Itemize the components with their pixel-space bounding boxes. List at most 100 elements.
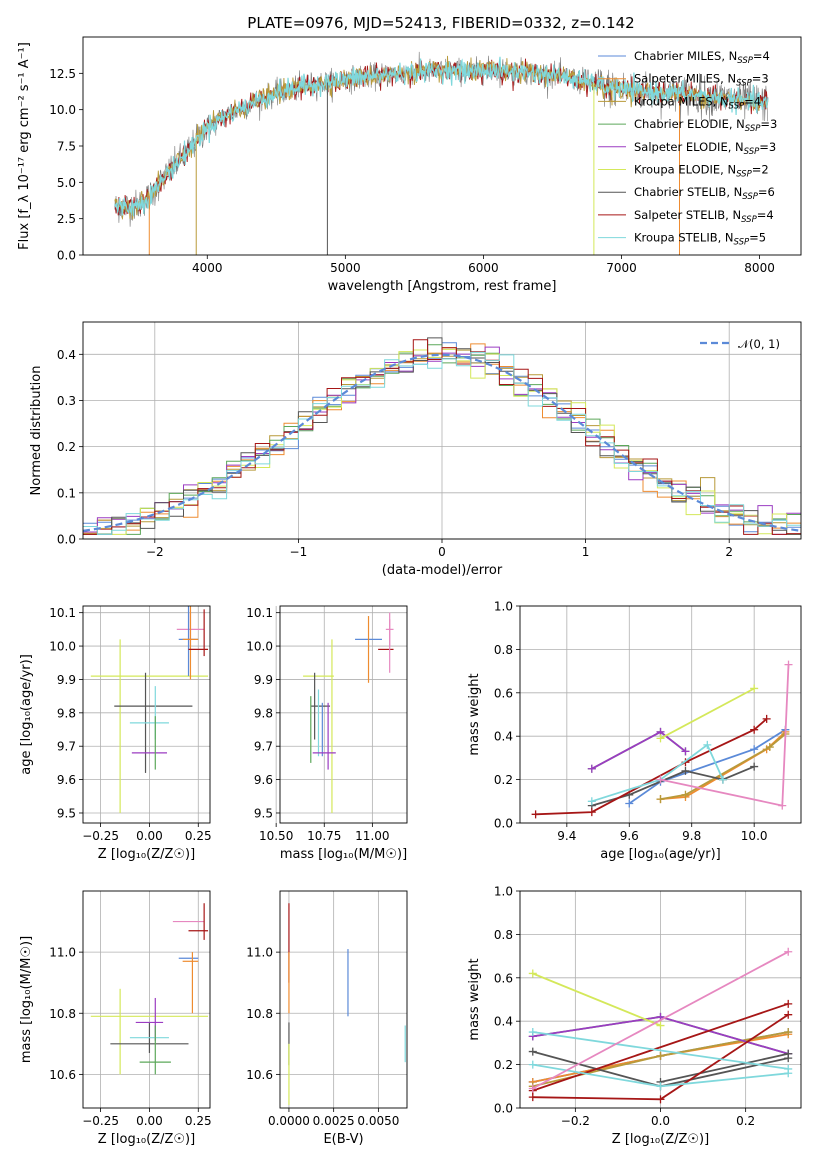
axes-frame	[519, 605, 802, 824]
y-tick-label: 9.7	[254, 740, 273, 754]
weight-series	[656, 660, 793, 810]
weight-line	[591, 743, 724, 803]
weight-series	[656, 1049, 793, 1086]
weight-marker	[528, 1028, 537, 1037]
y-tick-label: 0.4	[494, 1015, 513, 1029]
x-tick-label: 0.0025	[313, 1114, 355, 1128]
y-tick-label: 0.0	[57, 533, 76, 547]
figure-title: PLATE=0976, MJD=52413, FIBERID=0332, z=0…	[247, 14, 634, 32]
y-tick-label: 9.6	[254, 773, 273, 787]
model-spectrum-line	[114, 56, 769, 217]
weight-line	[532, 972, 661, 1027]
axes-frame	[82, 321, 802, 540]
weight-line	[591, 730, 687, 770]
axes-frame	[82, 890, 211, 1109]
y-tick-label: 12.5	[49, 67, 76, 81]
weight-marker	[528, 1047, 537, 1056]
x-tick-label: 1	[582, 545, 590, 559]
histogram-series	[83, 351, 801, 535]
y-tick-label: 9.9	[57, 673, 76, 687]
weight-marker	[656, 1051, 665, 1060]
legend: Chabrier MILES, NSSP=4 Salpeter MILES, NS…	[598, 49, 777, 248]
x-tick-label: 0.00	[136, 1114, 163, 1128]
weight-series	[528, 1028, 793, 1073]
legend-label: Chabrier MILES, NSSP=4	[634, 49, 770, 66]
y-tick-label: 9.7	[57, 740, 76, 754]
weight-marker	[656, 775, 665, 784]
x-tick-label: 9.6	[620, 829, 639, 843]
x-axis-label: mass [log₁₀(M/M☉)]	[280, 847, 407, 862]
axes-frame	[82, 605, 211, 824]
weight-series	[587, 740, 727, 806]
y-tick-label: 0.0	[57, 249, 76, 263]
weight-series	[587, 727, 690, 773]
axes-frame	[82, 36, 802, 256]
weight-series	[531, 714, 771, 819]
y-tick-label: 9.9	[254, 673, 273, 687]
weight-series	[528, 969, 665, 1030]
y-tick-label: 10.1	[246, 606, 273, 620]
legend-label: Chabrier ELODIE, NSSP=3	[634, 117, 777, 134]
y-tick-label: 11.0	[246, 946, 273, 960]
weight-line	[591, 730, 687, 770]
plot-area	[90, 903, 209, 1075]
x-tick-label: 7000	[606, 261, 637, 275]
legend-marker	[608, 97, 616, 106]
y-tick-label: 0.1	[57, 486, 76, 500]
legend-label: Salpeter ELODIE, NSSP=3	[634, 140, 776, 157]
weight-marker	[784, 999, 793, 1008]
weight-marker	[784, 1028, 793, 1037]
weight-series	[528, 947, 793, 1093]
plot-area	[288, 903, 406, 1105]
y-tick-label: 0.4	[494, 730, 513, 744]
weight-line	[660, 733, 786, 800]
x-tick-label: −0.25	[82, 829, 119, 843]
weight-marker	[681, 766, 690, 775]
y-axis-label: Normed distribution	[29, 366, 44, 496]
y-tick-label: 0.4	[57, 348, 76, 362]
y-tick-label: 0.8	[494, 928, 513, 942]
x-tick-label: 8000	[744, 261, 775, 275]
y-tick-label: 0.0	[494, 1102, 513, 1116]
legend-label: Chabrier STELIB, NSSP=6	[634, 185, 775, 202]
x-tick-label: 0.0	[651, 1114, 670, 1128]
weight-marker	[625, 799, 634, 808]
y-tick-label: 9.5	[57, 806, 76, 820]
gaussian-curve	[83, 353, 801, 532]
y-tick-label: 10.0	[246, 640, 273, 654]
y-tick-label: 11.0	[49, 946, 76, 960]
y-tick-label: 1.0	[494, 885, 513, 899]
weight-series	[656, 730, 790, 804]
weight-marker	[587, 797, 596, 806]
x-tick-label: 0.0050	[357, 1114, 399, 1128]
panel-age-vs-mass: 10.50 10.75 11.00 9.5 9.6 9.7 9.8 9.9 10.0 10.1 ma…	[246, 605, 408, 862]
plot-area	[303, 612, 394, 813]
errorbar-point	[182, 606, 199, 680]
plot-area	[90, 606, 209, 813]
y-tick-label: 10.1	[49, 606, 76, 620]
weight-marker	[528, 1060, 537, 1069]
weight-line	[535, 718, 768, 816]
weight-marker	[784, 1010, 793, 1019]
x-axis-label: age [log₁₀(age/yr)]	[600, 847, 721, 862]
weight-marker	[765, 743, 774, 752]
weight-marker	[528, 1084, 537, 1093]
x-tick-label: 11.00	[355, 829, 389, 843]
y-tick-label: 0.6	[494, 686, 513, 700]
weight-line	[660, 687, 755, 740]
y-tick-label: 9.8	[254, 706, 273, 720]
weight-marker	[656, 795, 665, 804]
x-axis-label: E(B-V)	[323, 1132, 363, 1147]
weight-line	[532, 1031, 789, 1070]
y-tick-label: 9.6	[57, 773, 76, 787]
y-tick-label: 0.0	[494, 817, 513, 831]
weight-marker	[587, 764, 596, 773]
weight-series	[528, 1060, 793, 1091]
x-axis-label: Z [log₁₀(Z/Z☉)]	[98, 1132, 195, 1147]
weight-marker	[784, 947, 793, 956]
weight-marker	[750, 684, 759, 693]
y-axis-label: age [log₁₀(age/yr)]	[19, 654, 34, 775]
x-tick-label: 2	[725, 545, 733, 559]
weight-series	[656, 684, 759, 743]
